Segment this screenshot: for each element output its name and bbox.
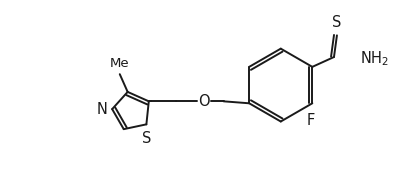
Text: N: N	[96, 102, 107, 117]
Text: O: O	[198, 94, 210, 109]
Text: F: F	[306, 113, 314, 128]
Text: S: S	[142, 131, 151, 146]
Text: Me: Me	[110, 57, 130, 70]
Text: S: S	[332, 15, 342, 30]
Text: NH$_2$: NH$_2$	[360, 50, 388, 68]
